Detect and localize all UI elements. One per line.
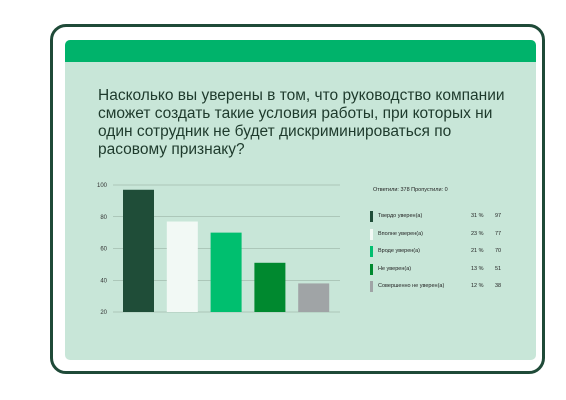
bar: [210, 232, 242, 312]
y-tick-label: 80: [100, 215, 107, 221]
y-tick-label: 20: [100, 310, 107, 316]
legend-percent: 21 %: [471, 248, 484, 254]
chart-legend: Твердо уверен(а) 31 % 97 Вполне уверен(а) 23…: [370, 210, 530, 298]
legend-count: 51: [495, 265, 502, 272]
legend-swatch: [370, 263, 373, 275]
bar: [166, 221, 198, 312]
legend-label: Твердо уверен(а): [378, 213, 423, 219]
legend-percent: 23 %: [471, 230, 484, 237]
bar: [254, 262, 286, 312]
y-tick-label: 100: [97, 183, 108, 189]
legend-item: Вроде уверен(а) 21 % 70: [370, 245, 530, 263]
legend-swatch: [370, 228, 373, 240]
legend-count: 70: [495, 248, 502, 254]
legend-percent: 31 %: [471, 213, 484, 219]
response-stats: Ответили: 378 Пропустили: 0: [373, 187, 448, 193]
legend-item: Твердо уверен(а) 31 % 97: [370, 210, 530, 228]
bar: [123, 189, 154, 312]
legend-count: 38: [495, 283, 502, 289]
legend-item: Не уверен(а) 13 % 51: [370, 263, 530, 281]
legend-item: Совершенно не уверен(а) 12 % 38: [370, 280, 530, 298]
card-header-bar: [65, 40, 536, 62]
legend-swatch: [370, 246, 373, 257]
y-tick-label: 60: [100, 247, 107, 253]
legend-label: Не уверен(а): [378, 265, 412, 272]
bar: [298, 283, 330, 312]
legend-count: 77: [495, 230, 502, 237]
legend-percent: 13 %: [471, 265, 484, 272]
legend-swatch: [370, 211, 373, 222]
legend-percent: 12 %: [471, 283, 484, 289]
bar-chart: 20 40 60 80 100: [97, 183, 340, 316]
legend-count: 97: [495, 213, 502, 219]
question-title: Насколько вы уверены в том, что руководс…: [98, 87, 505, 158]
legend-label: Совершенно не уверен(а): [378, 283, 445, 289]
legend-swatch: [370, 281, 373, 292]
legend-label: Вроде уверен(а): [378, 248, 421, 254]
survey-card: Насколько вы уверены в том, что руководс…: [65, 40, 536, 360]
legend-label: Вполне уверен(а): [378, 230, 423, 237]
legend-item: Вполне уверен(а) 23 % 77: [370, 228, 530, 246]
y-tick-label: 40: [100, 278, 107, 284]
